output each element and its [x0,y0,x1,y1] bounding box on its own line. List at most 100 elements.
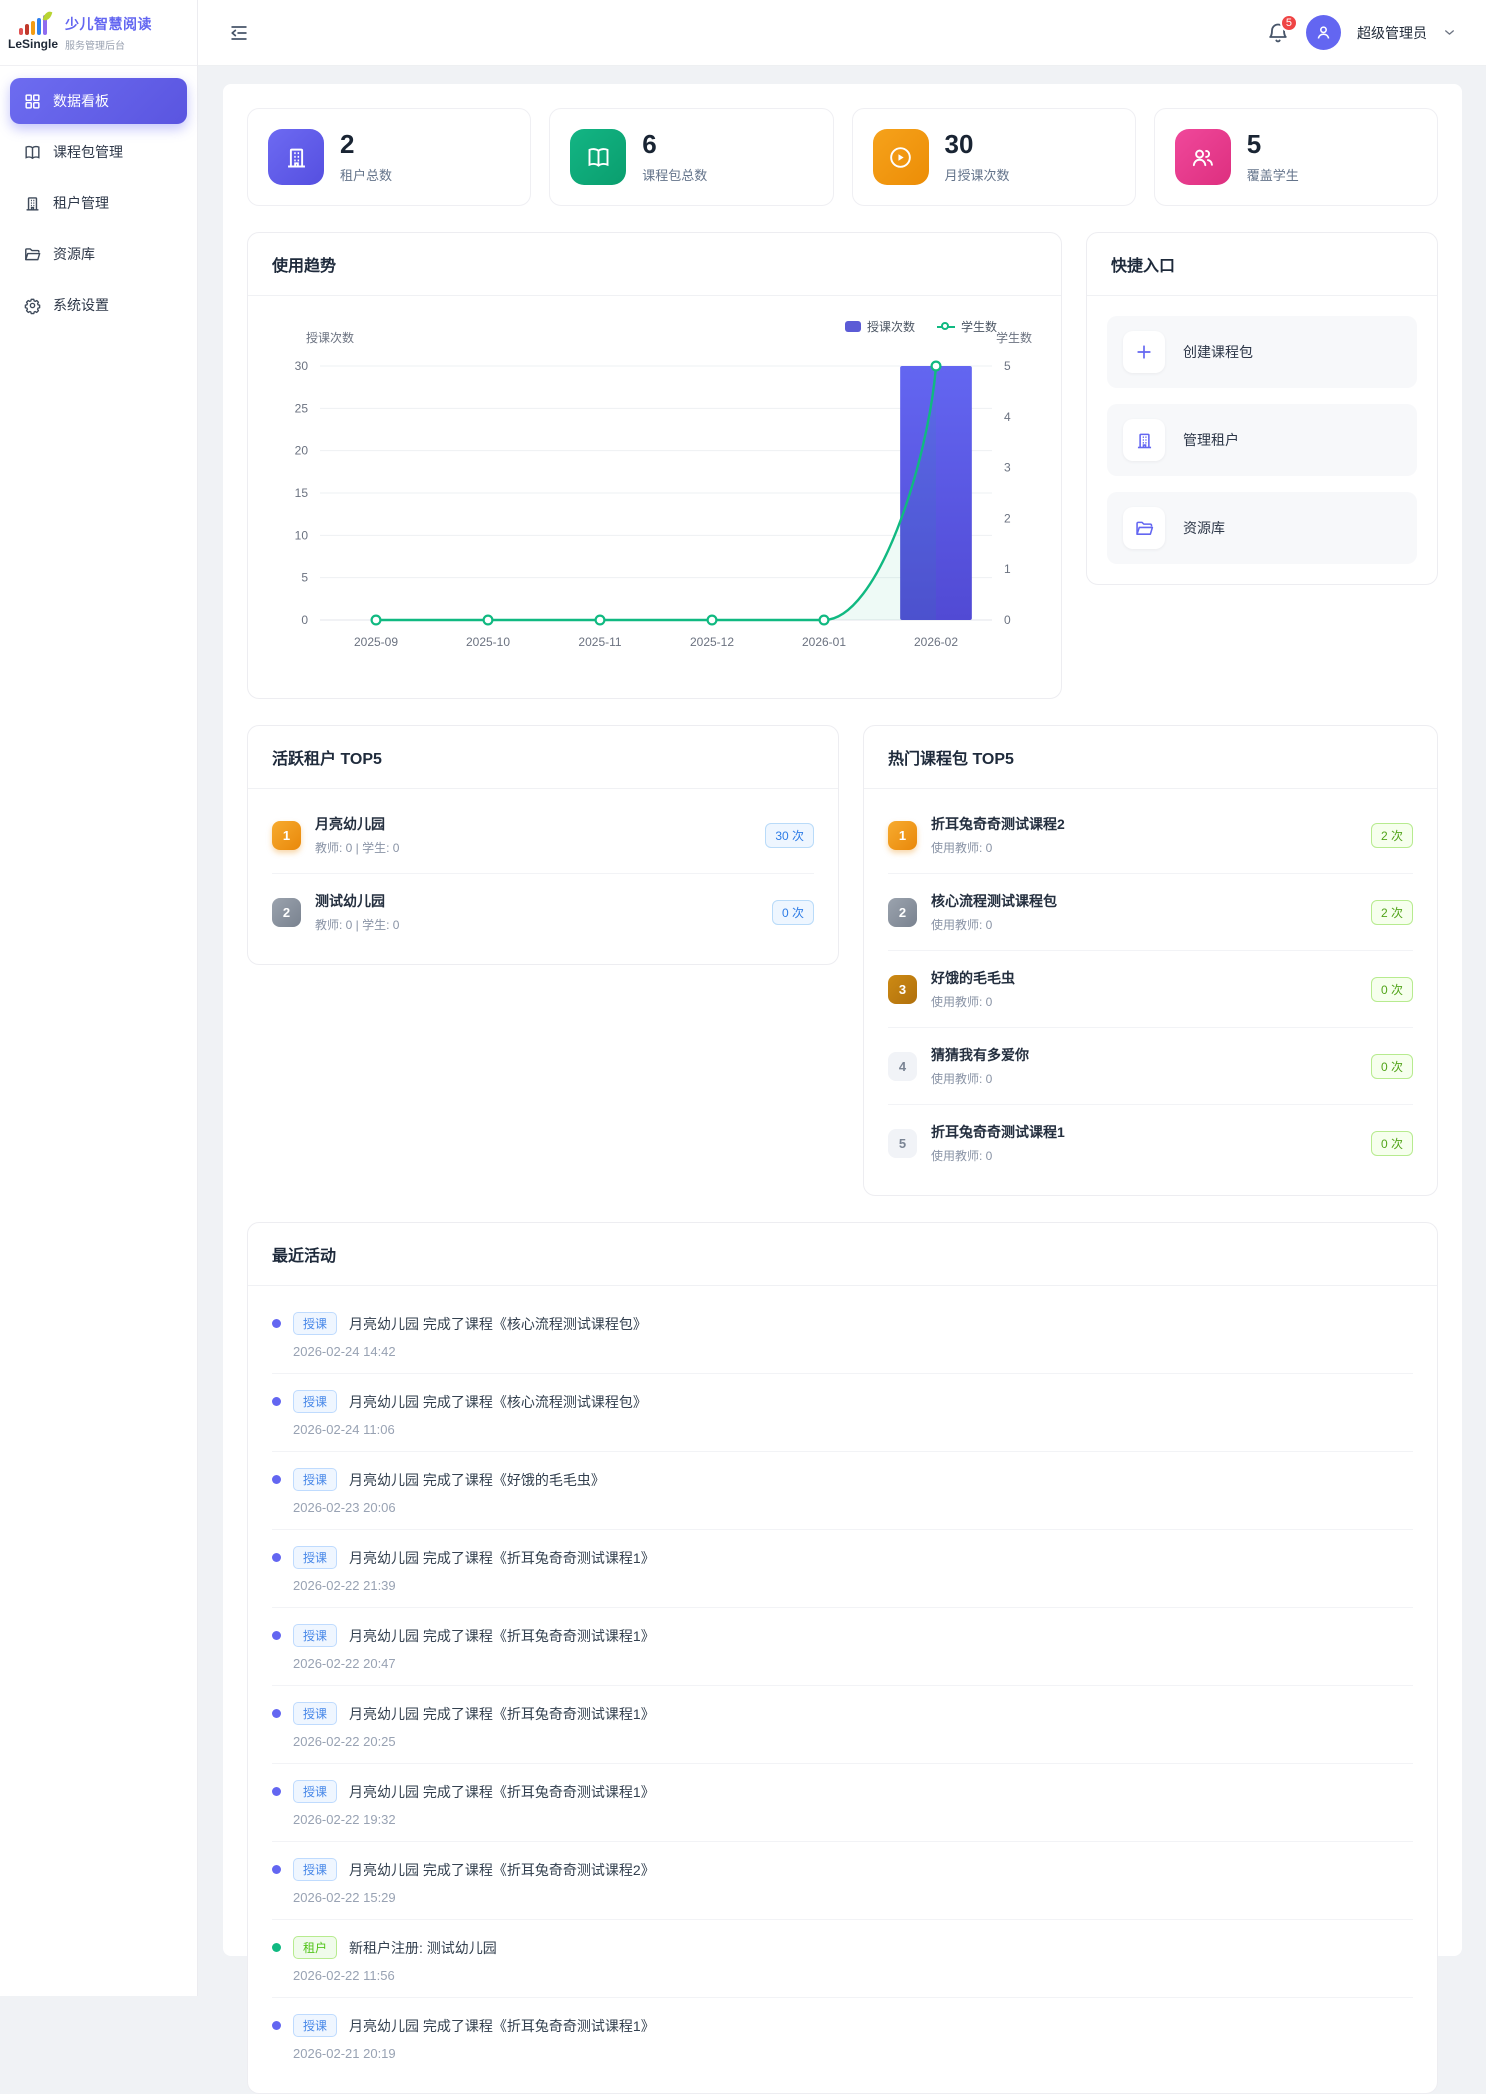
sidebar-item-resources[interactable]: 资源库 [10,231,187,277]
legend-line-swatch [936,321,955,332]
activity-item: 授课 月亮幼儿园 完成了课程《折耳兔奇奇测试课程1》 2026-02-22 19:… [272,1764,1413,1842]
stats-row: 2 租户总数 6 课程包总数 30 月授课次数 [247,108,1438,206]
activity-dot [272,1709,281,1718]
activity-time: 2026-02-23 20:06 [293,1500,396,1515]
activity-time: 2026-02-24 14:42 [293,1344,396,1359]
quick-resources-button[interactable]: 资源库 [1107,492,1417,564]
avatar[interactable] [1306,15,1341,50]
sidebar-item-label: 资源库 [53,246,95,262]
package-row[interactable]: 3 好饿的毛毛虫 使用教师: 0 0 次 [888,951,1413,1028]
legend-bar-swatch [844,321,861,332]
activity-text: 月亮幼儿园 完成了课程《折耳兔奇奇测试课程1》 [349,1627,655,1644]
notification-badge: 5 [1279,13,1298,32]
svg-text:10: 10 [295,528,309,542]
activity-type-badge: 授课 [293,1780,338,1803]
activity-time: 2026-02-22 11:56 [293,1968,395,1983]
activity-text: 新租户注册: 测试幼儿园 [349,1939,497,1956]
stat-label: 课程包总数 [642,167,708,183]
top-header: 5 超级管理员 [198,0,1486,66]
tenant-row[interactable]: 1 月亮幼儿园 教师: 0 | 学生: 0 30 次 [272,797,814,874]
activity-item: 授课 月亮幼儿园 完成了课程《折耳兔奇奇测试课程1》 2026-02-22 20:… [272,1686,1413,1764]
activity-item: 授课 月亮幼儿园 完成了课程《折耳兔奇奇测试课程1》 2026-02-22 21:… [272,1530,1413,1608]
user-name[interactable]: 超级管理员 [1357,24,1427,41]
tenant-meta: 教师: 0 | 学生: 0 [315,918,400,932]
stat-card-students: 5 覆盖学生 [1153,108,1438,206]
notification-bell-icon[interactable]: 5 [1266,13,1298,45]
package-row[interactable]: 4 猜猜我有多爱你 使用教师: 0 0 次 [888,1028,1413,1105]
activity-item: 授课 月亮幼儿园 完成了课程《折耳兔奇奇测试课程1》 2026-02-21 20:… [272,1998,1413,2075]
use-count-badge: 2 次 [1370,822,1413,848]
svg-text:2025-10: 2025-10 [466,635,510,649]
svg-text:学生数: 学生数 [996,330,1032,345]
lesson-count-badge: 0 次 [771,899,814,925]
activity-time: 2026-02-22 19:32 [293,1812,396,1827]
svg-text:2026-01: 2026-01 [802,635,846,649]
activity-time: 2026-02-21 20:19 [293,2046,396,2061]
sidebar-item-settings[interactable]: 系统设置 [10,282,187,328]
stat-card-lessons: 30 月授课次数 [851,108,1136,206]
tenant-row[interactable]: 2 测试幼儿园 教师: 0 | 学生: 0 0 次 [272,874,814,950]
activity-type-badge: 授课 [293,2014,338,2037]
rank-badge: 5 [888,1128,917,1158]
rank-badge: 4 [888,1051,917,1081]
activity-time: 2026-02-22 20:25 [293,1734,396,1749]
activity-type-badge: 授课 [293,1312,338,1335]
activity-type-badge: 授课 [293,1390,338,1413]
stat-value: 6 [642,129,657,160]
activity-item: 授课 月亮幼儿园 完成了课程《折耳兔奇奇测试课程1》 2026-02-22 20:… [272,1608,1413,1686]
sidebar-item-course-packages[interactable]: 课程包管理 [10,129,187,175]
active-tenants-title: 活跃租户 TOP5 [248,726,838,789]
sidebar-item-label: 系统设置 [53,297,109,313]
stat-label: 租户总数 [340,167,393,183]
activity-dot [272,1787,281,1796]
package-name: 好饿的毛毛虫 [931,970,1015,986]
quick-create-package-button[interactable]: 创建课程包 [1107,316,1417,388]
package-row[interactable]: 2 核心流程测试课程包 使用教师: 0 2 次 [888,874,1413,951]
stat-building-icon [268,129,324,185]
hot-packages-title: 热门课程包 TOP5 [864,726,1437,789]
legend-item-bar[interactable]: 授课次数 [844,318,915,335]
activity-text: 月亮幼儿园 完成了课程《好饿的毛毛虫》 [349,1471,605,1488]
sidebar-collapse-icon[interactable] [228,22,250,44]
stat-book-icon [570,129,627,185]
package-name: 猜猜我有多爱你 [931,1047,1029,1063]
package-row[interactable]: 5 折耳兔奇奇测试课程1 使用教师: 0 0 次 [888,1105,1413,1181]
stat-label: 月授课次数 [944,167,1010,183]
activity-list: 授课 月亮幼儿园 完成了课程《核心流程测试课程包》 2026-02-24 14:4… [248,1286,1437,2093]
activity-text: 月亮幼儿园 完成了课程《折耳兔奇奇测试课程1》 [349,2017,655,2034]
sidebar-nav: 数据看板 课程包管理 租户管理 资源库 系统设置 [0,66,197,345]
svg-text:15: 15 [295,486,309,500]
activity-dot [272,1631,281,1640]
legend-item-line[interactable]: 学生数 [936,318,997,335]
package-name: 折耳兔奇奇测试课程1 [931,1124,1065,1140]
stat-value: 30 [944,129,974,160]
use-count-badge: 0 次 [1370,976,1413,1002]
activity-type-badge: 授课 [293,1546,338,1569]
activity-dot [272,1319,281,1328]
recent-activity-title: 最近活动 [248,1223,1437,1286]
activity-dot [272,1397,281,1406]
activity-text: 月亮幼儿园 完成了课程《折耳兔奇奇测试课程2》 [349,1861,655,1878]
stat-card-packages: 6 课程包总数 [549,108,834,206]
chevron-down-icon[interactable] [1443,26,1456,39]
active-tenants-panel: 活跃租户 TOP5 1 月亮幼儿园 教师: 0 | 学生: 0 30 次 2 测… [247,725,839,965]
use-count-badge: 2 次 [1370,899,1413,925]
package-meta: 使用教师: 0 [931,1149,993,1163]
svg-text:2025-12: 2025-12 [690,635,734,649]
tenant-meta: 教师: 0 | 学生: 0 [315,841,400,855]
svg-text:30: 30 [295,359,309,373]
package-row[interactable]: 1 折耳兔奇奇测试课程2 使用教师: 0 2 次 [888,797,1413,874]
usage-trend-title: 使用趋势 [248,233,1061,296]
quick-manage-tenants-button[interactable]: 管理租户 [1107,404,1417,476]
main-content: 2 租户总数 6 课程包总数 30 月授课次数 [223,84,1462,2094]
svg-text:2: 2 [1004,511,1011,525]
trend-chart-svg: 0 5 10 15 20 25 30 0 1 2 3 4 5 授课次数 学生数 2025-09 2025-10 2… [295,330,1032,649]
stat-value: 2 [340,129,355,160]
svg-text:20: 20 [295,444,309,458]
svg-text:2026-02: 2026-02 [914,635,958,649]
dashboard-grid-icon [23,92,42,111]
sidebar-item-tenants[interactable]: 租户管理 [10,180,187,226]
lesson-count-badge: 30 次 [765,822,814,848]
quick-entry-title: 快捷入口 [1087,233,1437,296]
sidebar-item-dashboard[interactable]: 数据看板 [10,78,187,124]
